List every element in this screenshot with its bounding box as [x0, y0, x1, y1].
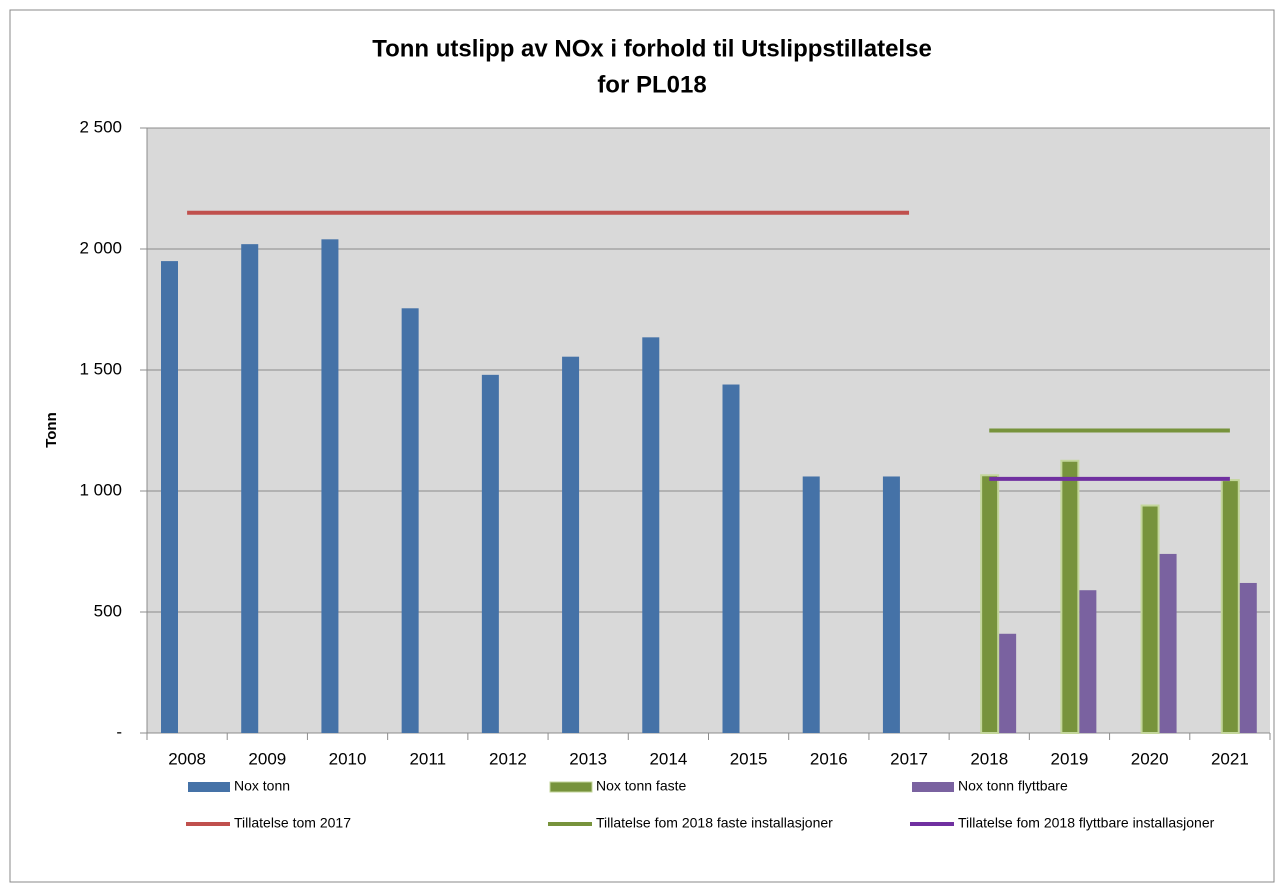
chart-title: Tonn utslipp av NOx i forhold til Utslip…	[372, 35, 932, 62]
y-tick-label: 1 000	[79, 480, 122, 499]
legend-label: Nox tonn	[234, 778, 290, 794]
bar	[321, 239, 339, 733]
bar	[1239, 582, 1257, 733]
x-tick-label: 2019	[1051, 749, 1089, 768]
x-tick-label: 2021	[1211, 749, 1249, 768]
x-tick-label: 2018	[970, 749, 1008, 768]
bar	[722, 384, 740, 733]
legend-marker	[912, 782, 954, 792]
x-tick-label: 2012	[489, 749, 527, 768]
chart-title: for PL018	[597, 71, 706, 98]
bar	[802, 476, 820, 733]
bar	[1079, 590, 1097, 733]
bar	[980, 474, 1000, 734]
x-tick-label: 2013	[569, 749, 607, 768]
bar	[562, 356, 580, 733]
bar	[999, 633, 1017, 733]
y-tick-label: 1 500	[79, 359, 122, 378]
y-tick-label: 2 000	[79, 238, 122, 257]
legend-marker	[549, 781, 593, 793]
bar	[1060, 459, 1080, 734]
y-axis-label: Tonn	[43, 412, 60, 448]
x-tick-label: 2016	[810, 749, 848, 768]
legend-label: Tillatelse tom 2017	[234, 815, 351, 831]
legend-label: Tillatelse fom 2018 faste installasjoner	[596, 815, 833, 831]
legend-label: Tillatelse fom 2018 flyttbare installasj…	[958, 815, 1215, 831]
x-tick-label: 2017	[890, 749, 928, 768]
x-tick-label: 2014	[649, 749, 687, 768]
legend-marker	[188, 782, 230, 792]
legend-label: Nox tonn flyttbare	[958, 778, 1068, 794]
y-tick-label: 500	[94, 601, 122, 620]
legend-label: Nox tonn faste	[596, 778, 686, 794]
y-tick-label: 2 500	[79, 117, 122, 136]
bar	[1220, 479, 1240, 734]
bar	[882, 476, 900, 733]
bar	[1159, 553, 1177, 733]
bar	[241, 244, 259, 733]
x-tick-label: 2010	[329, 749, 367, 768]
bar	[1140, 504, 1160, 734]
bar	[161, 261, 178, 733]
bar	[642, 337, 660, 733]
x-tick-label: 2011	[409, 749, 446, 768]
x-tick-label: 2009	[248, 749, 286, 768]
x-tick-label: 2020	[1131, 749, 1169, 768]
x-tick-label: 2008	[168, 749, 206, 768]
x-tick-label: 2015	[730, 749, 768, 768]
y-tick-label: -	[116, 722, 122, 741]
bar	[481, 374, 499, 733]
bar	[401, 308, 419, 733]
